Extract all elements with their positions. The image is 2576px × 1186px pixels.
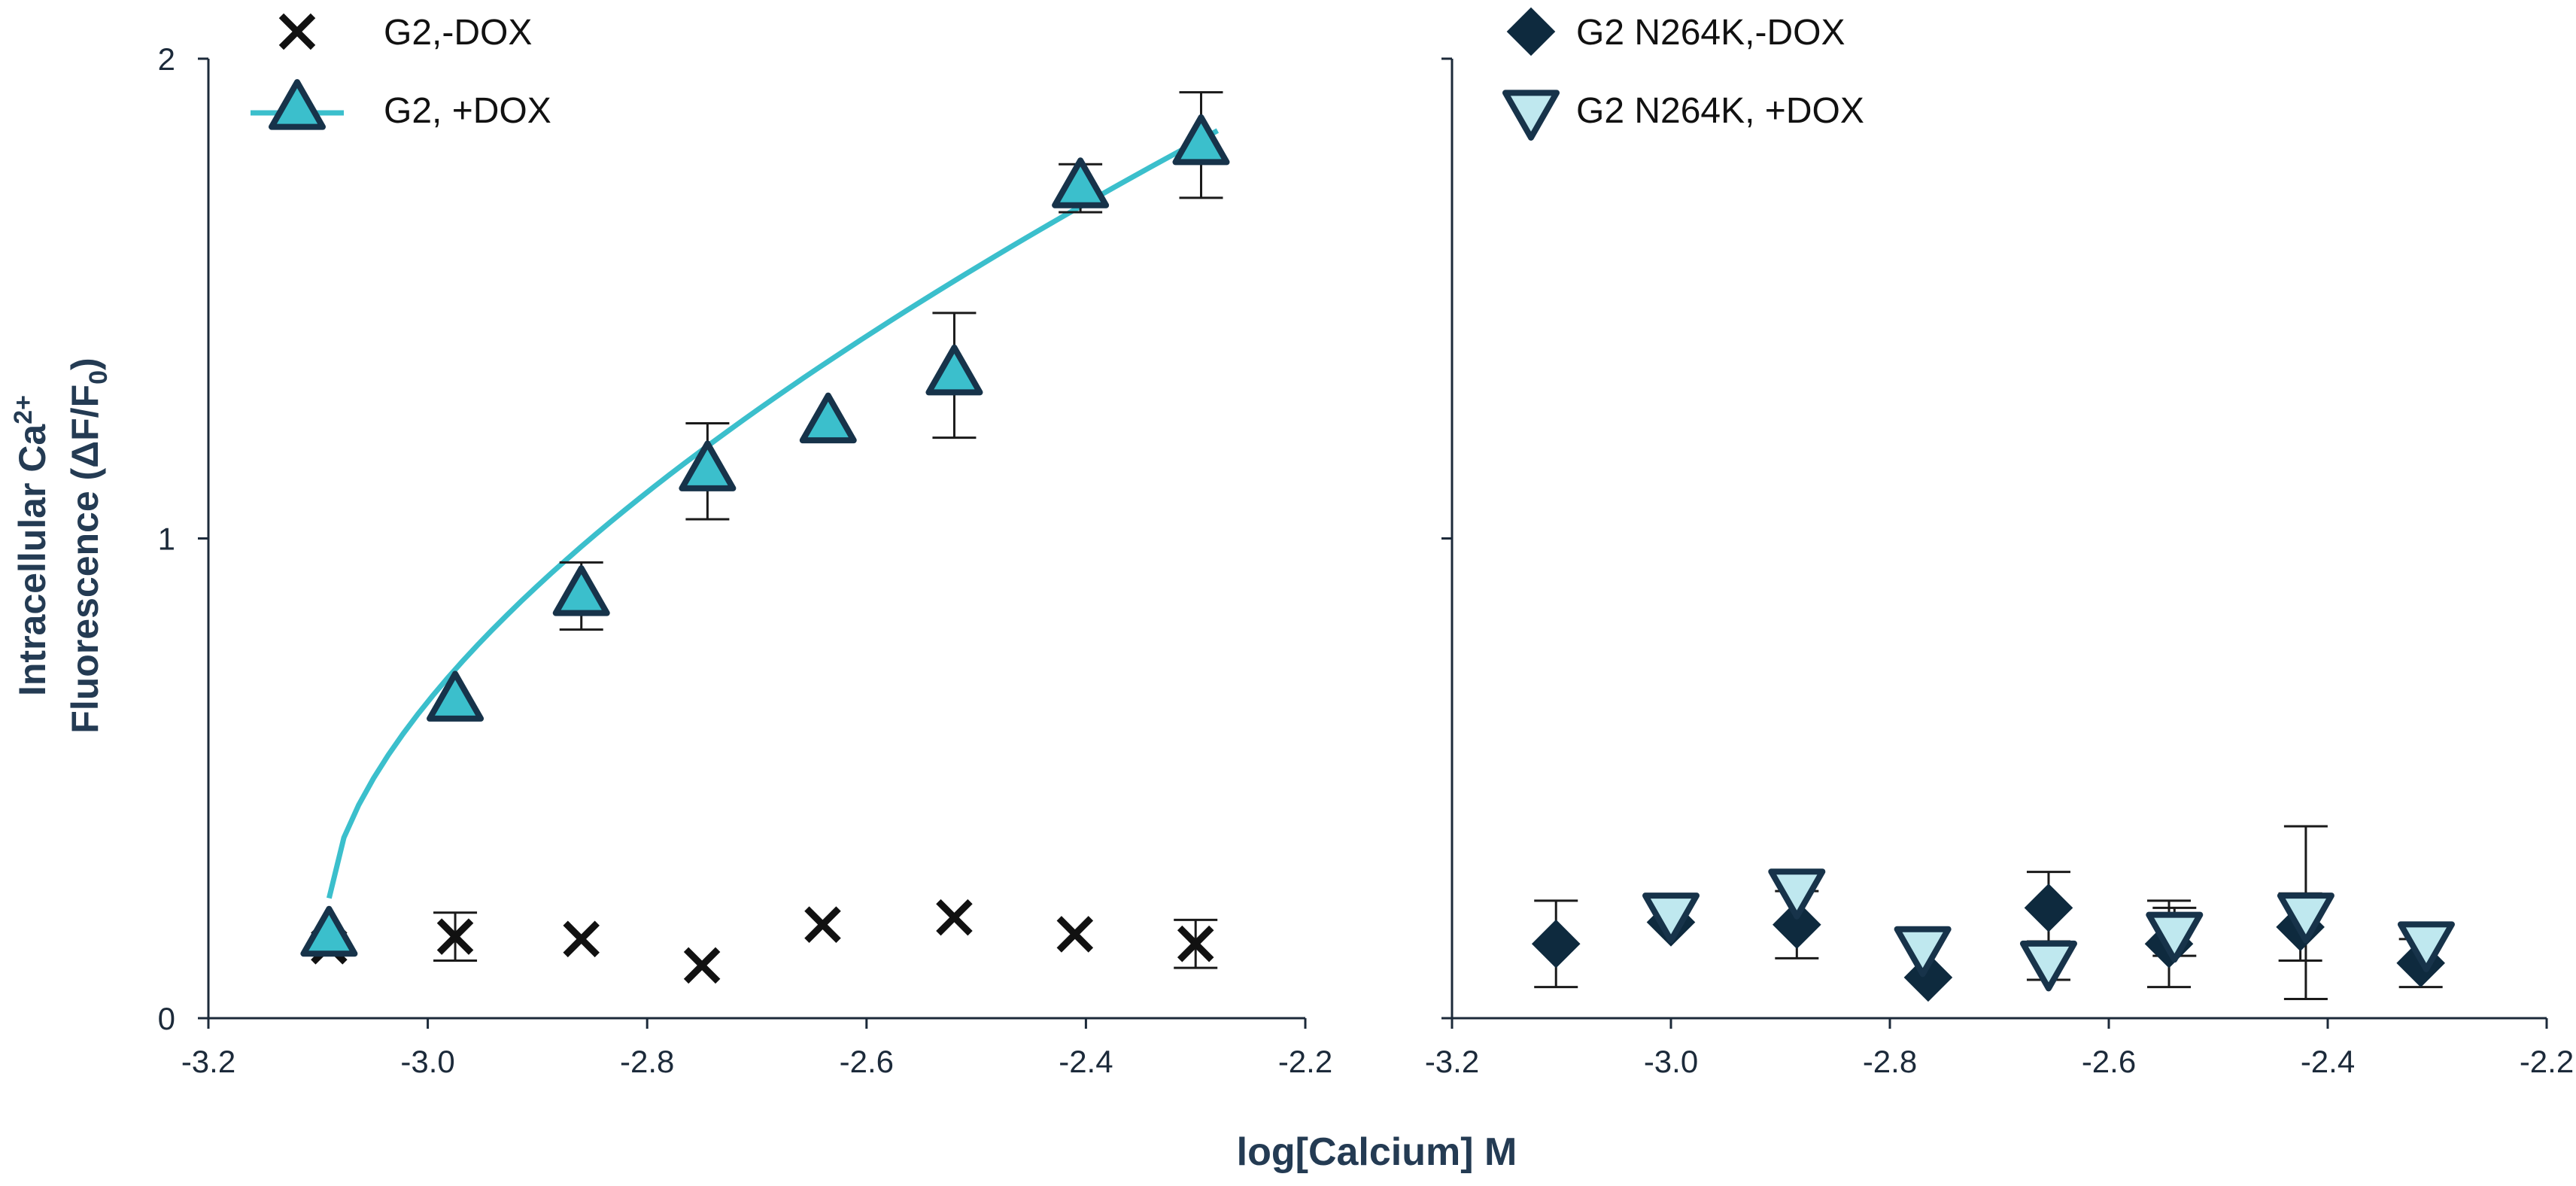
point-g2-dox [679, 440, 737, 491]
point-g2-dox-stroke-b [563, 920, 600, 958]
legend-marker-stroke-b [278, 13, 316, 50]
left-fit-layer [327, 128, 1220, 899]
x-axis-label: log[Calcium] M [1237, 1130, 1517, 1174]
right-ticks: -3.2 -3.0 -2.8 -2.6 -2.4 -2.2 [1425, 57, 2574, 1079]
point-g2-dox [563, 920, 600, 958]
point-g2-dox [936, 899, 973, 936]
right-x-tick-label: -3.0 [1644, 1044, 1698, 1079]
y-axis-label: Intracellular Ca2+ Fluorescence (ΔF/F0) [9, 357, 113, 733]
right-x-tick-label: -3.2 [1425, 1044, 1479, 1079]
point-g2-dox [925, 344, 983, 396]
legend-item: G2 N264K, +DOX [1502, 90, 1864, 141]
point-g2-n264k-dox [1642, 893, 1700, 944]
right-x-tick-label: -2.8 [1863, 1044, 1917, 1079]
point-g2-n264k-dox [1768, 868, 1826, 920]
left-x-tick-label: -2.4 [1059, 1044, 1113, 1079]
point-g2-n264k-dox [2019, 940, 2077, 992]
point-g2-dox [799, 392, 857, 444]
legend-marker [1506, 7, 1556, 56]
left-ticks: -3.2 -3.0 -2.8 -2.6 -2.4 -2.2 0 1 2 [158, 41, 1333, 1079]
legend-label: G2 N264K, +DOX [1576, 91, 1864, 131]
point-g2-dox-stroke-b [683, 947, 721, 984]
legend-marker [1502, 90, 1560, 141]
y-axis-label-line1: Intracellular Ca2+ [9, 395, 53, 696]
right-x-tick-label: -2.6 [2082, 1044, 2136, 1079]
left-legend: G2,-DOX G2, +DOX [251, 13, 551, 131]
point-g2-n264k-dox [2397, 921, 2455, 972]
point-g2-dox-stroke-b [1056, 916, 1094, 953]
right-panel: -3.2 -3.0 -2.8 -2.6 -2.4 -2.2 G2 N264K,-DOXG2… [1425, 7, 2574, 1079]
left-y-tick-label: 2 [158, 41, 175, 77]
point-g2-n264k-dox [2277, 893, 2334, 944]
point-g2-dox [1172, 114, 1230, 166]
point-g2-dox [1052, 157, 1110, 208]
point-g2-dox-stroke-b [804, 906, 841, 943]
point-g2-n264k-dox [1903, 953, 1953, 1002]
fit-curve [327, 128, 1220, 899]
point-g2-dox [300, 905, 358, 957]
legend-item: G2 N264K,-DOX [1506, 7, 1845, 56]
right-x-tick-label: -2.2 [2520, 1044, 2574, 1079]
point-g2-dox-stroke-b [1177, 925, 1214, 962]
left-x-tick-label: -2.8 [620, 1044, 674, 1079]
left-x-tick-label: -2.2 [1278, 1044, 1332, 1079]
legend-label: G2 N264K,-DOX [1576, 13, 1845, 53]
point-g2-dox [552, 565, 610, 616]
point-g2-dox-stroke-b [936, 899, 973, 936]
right-markers [1531, 868, 2455, 1002]
point-g2-n264k-dox [1773, 900, 1821, 949]
legend-item: G2, +DOX [251, 79, 551, 131]
point-g2-n264k-dox [2146, 911, 2204, 963]
legend-marker [278, 13, 316, 50]
point-g2-dox [804, 906, 841, 943]
point-g2-dox [1056, 916, 1094, 953]
point-g2-dox [436, 918, 474, 955]
right-x-tick-label: -2.4 [2301, 1044, 2355, 1079]
legend-label: G2, +DOX [384, 91, 551, 131]
point-g2-dox [427, 671, 485, 722]
left-error-bars [433, 91, 1223, 969]
point-g2-dox [1177, 925, 1214, 962]
left-x-tick-label: -2.6 [840, 1044, 894, 1079]
point-g2-n264k-dox [1531, 919, 1581, 969]
legend-label: G2,-DOX [384, 13, 532, 53]
left-y-tick-label: 0 [158, 1001, 175, 1036]
left-panel: -3.2 -3.0 -2.8 -2.6 -2.4 -2.2 0 1 2 G2,-DOX G2, +… [158, 13, 1333, 1079]
left-x-tick-label: -3.2 [181, 1044, 235, 1079]
left-x-tick-label: -3.0 [400, 1044, 454, 1079]
right-legend: G2 N264K,-DOX G2 N264K, +DOX [1502, 7, 1864, 141]
point-g2-n264k-dox [1894, 926, 1952, 978]
legend-item: G2,-DOX [278, 13, 532, 53]
left-y-tick-label: 1 [158, 522, 175, 557]
legend-marker [269, 79, 326, 130]
left-markers [300, 114, 1230, 984]
point-g2-n264k-dox [2024, 883, 2073, 932]
point-g2-dox-stroke-b [436, 918, 474, 955]
point-g2-dox [683, 947, 721, 984]
y-axis-label-line2: Fluorescence (ΔF/F0) [64, 357, 113, 733]
